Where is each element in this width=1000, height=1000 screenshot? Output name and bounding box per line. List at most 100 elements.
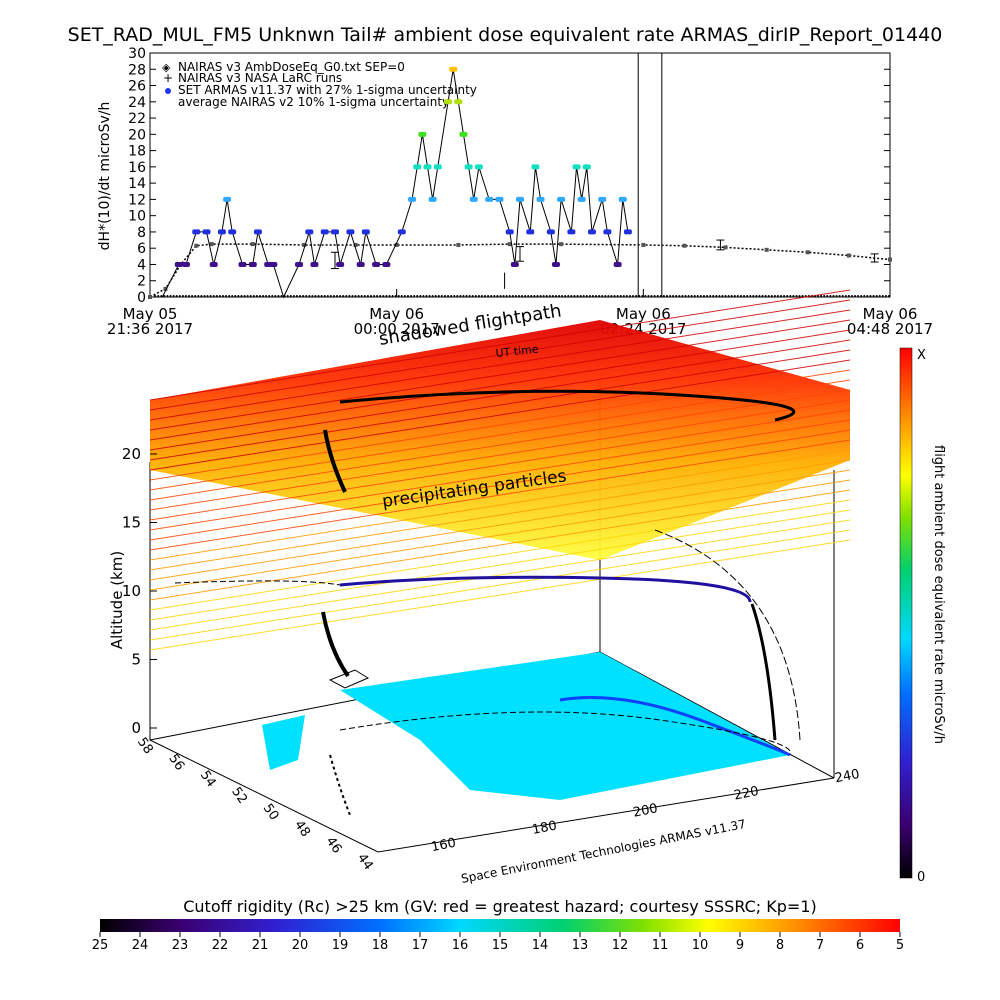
- y-tick-label: 0: [137, 290, 146, 306]
- baseline-point: [733, 295, 736, 297]
- baseline-point: [397, 295, 400, 297]
- baseline-point: [773, 295, 776, 297]
- nairas-point: [209, 242, 214, 247]
- baseline-point: [798, 295, 801, 297]
- baseline-point: [850, 295, 853, 297]
- armas-point: [372, 261, 381, 267]
- rc-tick-label: 11: [652, 938, 669, 953]
- baseline-point: [619, 295, 622, 297]
- baseline-point: [508, 295, 511, 297]
- baseline-point: [388, 295, 391, 297]
- baseline-point: [625, 295, 628, 297]
- baseline-point: [860, 295, 863, 297]
- baseline-point: [459, 295, 462, 297]
- baseline-point: [215, 295, 218, 297]
- rc-tick-label: 17: [412, 938, 429, 953]
- armas-point: [587, 229, 596, 235]
- baseline-point: [613, 295, 616, 297]
- slab-hatch-line: [149, 409, 851, 521]
- armas-point: [202, 229, 211, 235]
- baseline-point: [385, 295, 388, 297]
- baseline-point: [718, 295, 721, 297]
- baseline-point: [163, 295, 166, 297]
- baseline-point: [443, 295, 446, 297]
- legend-symbol-plus: +: [163, 71, 173, 85]
- baseline-point: [767, 295, 770, 297]
- altitude-axis-label: Altitude (km): [108, 551, 126, 649]
- baseline-point: [413, 295, 416, 297]
- baseline-point: [505, 295, 508, 297]
- slab-hatch-line: [149, 329, 851, 441]
- slab-hatch-line: [149, 369, 851, 481]
- y-tick-label: 8: [137, 225, 146, 241]
- baseline-point: [755, 295, 758, 297]
- nairas-point: [163, 286, 168, 291]
- slab-hatch-line: [149, 389, 851, 501]
- armas-point: [248, 261, 257, 267]
- armas-point: [536, 196, 545, 202]
- baseline-point: [533, 295, 536, 297]
- y-tick-label: 10: [128, 209, 146, 225]
- baseline-point: [419, 295, 422, 297]
- baseline-point: [786, 295, 789, 297]
- baseline-point: [829, 295, 832, 297]
- baseline-point: [487, 295, 490, 297]
- baseline-point: [684, 295, 687, 297]
- baseline-point: [178, 295, 181, 297]
- armas-point: [516, 196, 524, 202]
- longitude-tick-label: 240: [834, 767, 861, 786]
- flight-3d-panel: shadowed flightpath UT time precipitatin…: [108, 289, 946, 886]
- altitude-tick-label: 15: [122, 514, 141, 532]
- y-tick-label: 20: [128, 127, 146, 143]
- longitude-tick-label: 200: [632, 801, 659, 820]
- baseline-point: [678, 295, 681, 297]
- baseline-point: [567, 295, 570, 297]
- top-legend: ◈ NAIRAS v3 AmbDoseEq_G0.txt SEP=0 + NAI…: [162, 60, 477, 109]
- baseline-point: [687, 295, 690, 297]
- armas-point: [418, 131, 427, 137]
- colorbar-bottom-label: 0: [917, 870, 925, 885]
- baseline-point: [286, 295, 289, 297]
- armas-point: [454, 99, 463, 105]
- baseline-point: [440, 295, 443, 297]
- rc-tick-label: 18: [372, 938, 389, 953]
- baseline-point: [329, 295, 332, 297]
- baseline-point: [345, 295, 348, 297]
- baseline-point: [743, 295, 746, 297]
- baseline-point: [672, 295, 675, 297]
- slab-hatch-line: [149, 289, 851, 401]
- baseline-point: [616, 295, 619, 297]
- baseline-point: [410, 295, 413, 297]
- baseline-point: [480, 295, 483, 297]
- x-tick-date: May 06: [616, 305, 671, 323]
- slab-hatch-line: [149, 339, 851, 451]
- nairas-point: [888, 257, 892, 262]
- slab-hatch-line: [149, 499, 851, 611]
- baseline-point: [776, 295, 779, 297]
- baseline-point: [471, 295, 474, 297]
- rc-tick-label: 25: [92, 938, 109, 953]
- baseline-point: [521, 295, 524, 297]
- latitude-tick-label: 44: [354, 851, 376, 873]
- nairas-point: [764, 247, 769, 252]
- baseline-point: [511, 295, 514, 297]
- baseline-point: [820, 295, 823, 297]
- baseline-point: [252, 295, 255, 297]
- baseline-point: [764, 295, 767, 297]
- ut-time-label: UT time: [495, 343, 539, 360]
- baseline-point: [474, 295, 477, 297]
- y-tick-label: 4: [137, 257, 146, 273]
- armas-point: [269, 261, 278, 267]
- baseline-point: [749, 295, 752, 297]
- cutoff-rigidity-colorbar: [100, 919, 900, 932]
- nairas-point: [456, 242, 461, 247]
- baseline-point: [431, 295, 434, 297]
- top-y-axis-label: dH*(10)/dt microSv/h: [97, 102, 113, 251]
- slab-hatch-line: [149, 459, 851, 571]
- ascent-trace-low: [321, 611, 350, 678]
- altitude-tick-label: 10: [122, 582, 141, 600]
- baseline-point: [835, 295, 838, 297]
- baseline-point: [200, 295, 203, 297]
- baseline-point: [662, 295, 665, 297]
- baseline-point: [357, 295, 360, 297]
